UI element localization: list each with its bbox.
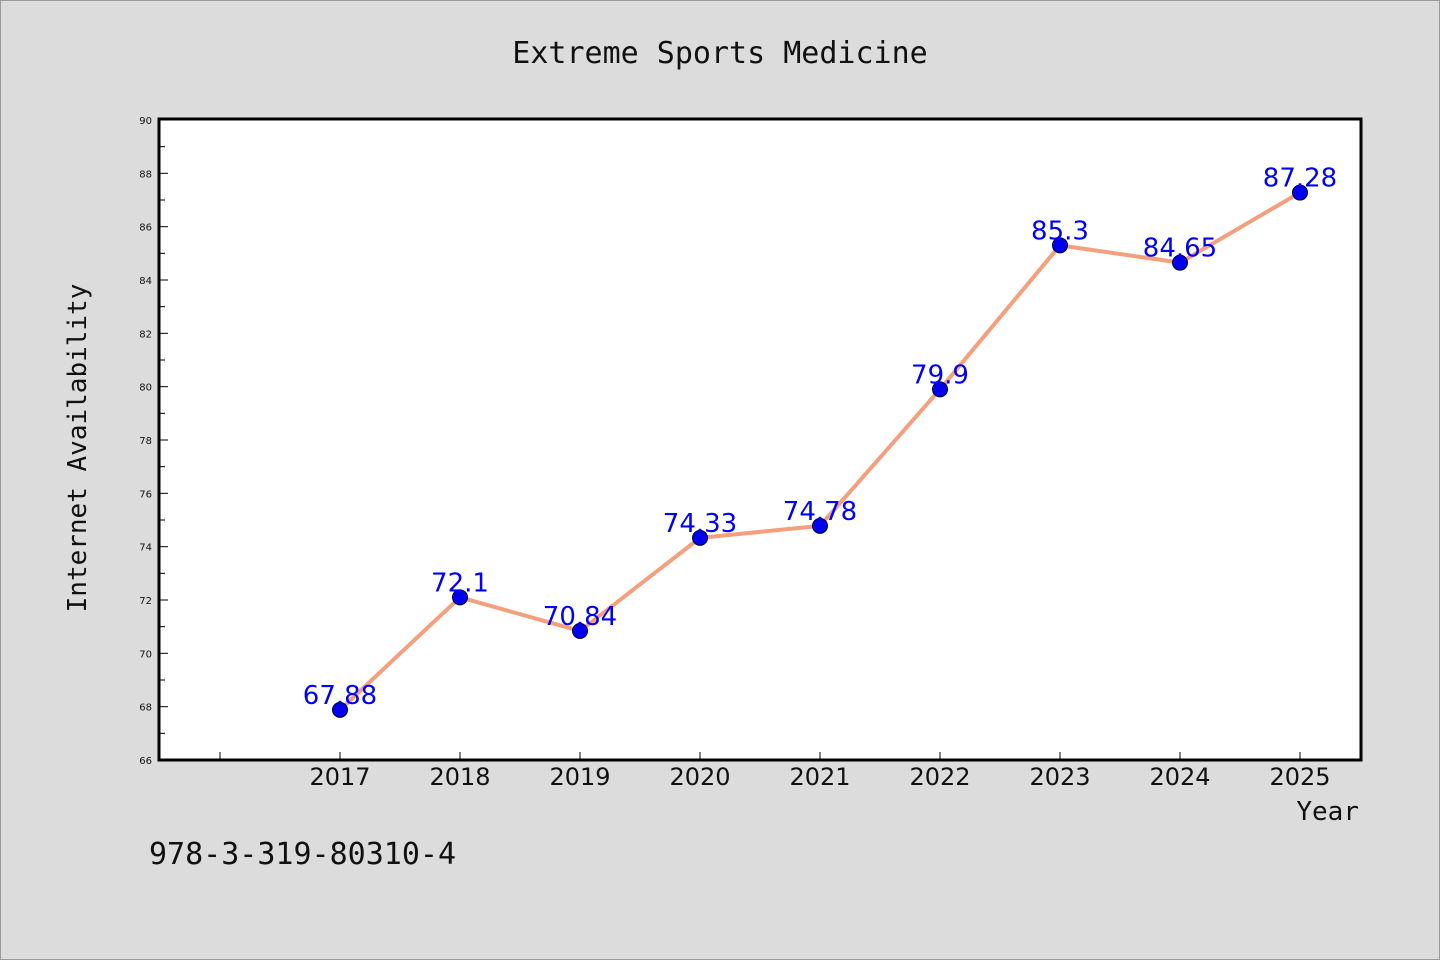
data-point-label: 72.1: [431, 568, 489, 598]
x-axis-ticks: 2017 2018 2019 2020 2021 2022 2023 2024 2025: [219, 752, 1331, 791]
y-tick-label: 80: [139, 383, 152, 394]
y-tick-label: 88: [139, 169, 152, 180]
x-tick-label: 2021: [789, 763, 850, 791]
data-point-marker: [332, 701, 348, 718]
x-tick-label: 2018: [429, 763, 490, 791]
data-point-marker: [1052, 237, 1068, 254]
data-point-marker: [1292, 184, 1308, 201]
y-tick-label: 72: [139, 596, 152, 607]
chart-title: Extreme Sports Medicine: [512, 36, 927, 71]
x-tick-label: 2017: [309, 763, 370, 791]
data-point-marker: [932, 381, 948, 398]
x-tick-label: 2019: [549, 763, 610, 791]
data-point-label: 87.28: [1263, 164, 1337, 194]
plot-area: [157, 117, 1363, 762]
y-tick-label: 70: [139, 649, 152, 660]
y-tick-label: 74: [139, 543, 152, 554]
data-point-label: 74.78: [783, 497, 857, 527]
isbn-text: 978-3-319-80310-4: [149, 837, 456, 872]
data-point-marker: [692, 529, 708, 546]
x-tick-label: 2025: [1269, 763, 1330, 791]
data-point-marker: [452, 589, 468, 606]
y-axis-label: Internet Availability: [63, 284, 93, 613]
x-axis-label: Year: [1296, 797, 1359, 827]
y-tick-label: 90: [139, 116, 152, 127]
y-tick-label: 66: [139, 756, 152, 767]
data-point-marker: [572, 622, 588, 639]
y-tick-label: 76: [139, 489, 152, 500]
y-tick-label: 78: [139, 436, 152, 447]
x-tick-label: 2024: [1149, 763, 1210, 791]
y-tick-label: 68: [139, 703, 152, 714]
data-point-marker: [1172, 254, 1188, 271]
data-labels: 67.88 72.1 70.84 74.33 74.78 79.9 85.3 84.65 87.…: [303, 164, 1337, 711]
y-tick-label: 82: [139, 329, 152, 340]
data-point-marker: [812, 517, 828, 534]
y-tick-label: 86: [139, 223, 152, 234]
data-point-label: 67.88: [303, 681, 377, 711]
data-point-label: 79.9: [911, 360, 969, 390]
x-tick-label: 2023: [1029, 763, 1090, 791]
data-point-label: 70.84: [543, 602, 617, 632]
data-point-label: 84.65: [1143, 234, 1217, 264]
y-axis-ticks: 66 68 70 72 74 76 78 80 82 84 86 88 90: [139, 116, 168, 767]
data-point-label: 74.33: [663, 509, 737, 539]
data-markers: [332, 184, 1308, 718]
x-tick-label: 2020: [669, 763, 730, 791]
y-tick-label: 84: [139, 276, 152, 287]
x-tick-label: 2022: [909, 763, 970, 791]
data-point-label: 85.3: [1031, 216, 1089, 246]
